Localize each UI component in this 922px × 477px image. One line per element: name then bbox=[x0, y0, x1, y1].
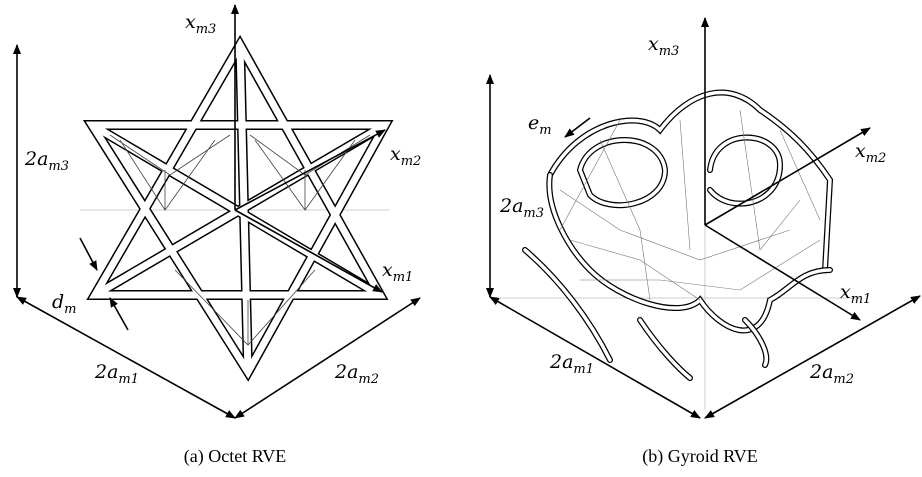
label-base: e bbox=[528, 112, 539, 134]
axis-label: 2am1 bbox=[94, 361, 139, 387]
label-sub: m3 bbox=[48, 159, 69, 174]
label-sub: m1 bbox=[851, 292, 872, 307]
label-sub: m3 bbox=[523, 206, 544, 221]
label-sub: m bbox=[539, 123, 551, 138]
axis-label: xm1 bbox=[840, 281, 871, 307]
label-sub: m1 bbox=[573, 362, 594, 377]
label-sub: m bbox=[64, 302, 76, 317]
label-base: x bbox=[390, 143, 401, 165]
axis-label: 2am2 bbox=[334, 361, 379, 387]
axis-label: dm bbox=[52, 291, 77, 317]
label-base: x bbox=[840, 281, 851, 303]
axes-a bbox=[13, 4, 421, 419]
label-base: 2a bbox=[549, 351, 573, 373]
label-sub: m2 bbox=[358, 372, 379, 387]
label-base: x bbox=[382, 259, 393, 281]
label-sub: m2 bbox=[833, 372, 854, 387]
axis-label: 2am1 bbox=[549, 351, 594, 377]
axis-label: xm3 bbox=[185, 11, 216, 37]
label-base: x bbox=[648, 33, 659, 55]
axis-label: 2am3 bbox=[499, 195, 544, 221]
label-base: x bbox=[185, 11, 196, 33]
axis-label: xm1 bbox=[382, 259, 413, 285]
axis-label: xm3 bbox=[648, 33, 679, 59]
axes-b bbox=[486, 17, 921, 419]
axis-label: 2am2 bbox=[809, 361, 854, 387]
caption: (a) Octet RVE bbox=[184, 446, 287, 467]
label-base: x bbox=[855, 140, 866, 162]
label-sub: m1 bbox=[393, 270, 414, 285]
label-sub: m3 bbox=[659, 44, 680, 59]
caption: (b) Gyroid RVE bbox=[642, 446, 758, 467]
axis-label: em bbox=[528, 112, 552, 138]
label-base: d bbox=[52, 291, 64, 313]
label-base: 2a bbox=[24, 148, 48, 170]
label-sub: m1 bbox=[118, 372, 139, 387]
label-base: 2a bbox=[334, 361, 358, 383]
label-base: 2a bbox=[809, 361, 833, 383]
label-base: 2a bbox=[499, 195, 523, 217]
axis-label: xm2 bbox=[390, 143, 421, 169]
label-sub: m2 bbox=[866, 151, 887, 166]
label-sub: m3 bbox=[196, 22, 217, 37]
axis-label: xm2 bbox=[855, 140, 886, 166]
label-sub: m2 bbox=[401, 154, 422, 169]
label-base: 2a bbox=[94, 361, 118, 383]
axis-label: 2am3 bbox=[24, 148, 69, 174]
